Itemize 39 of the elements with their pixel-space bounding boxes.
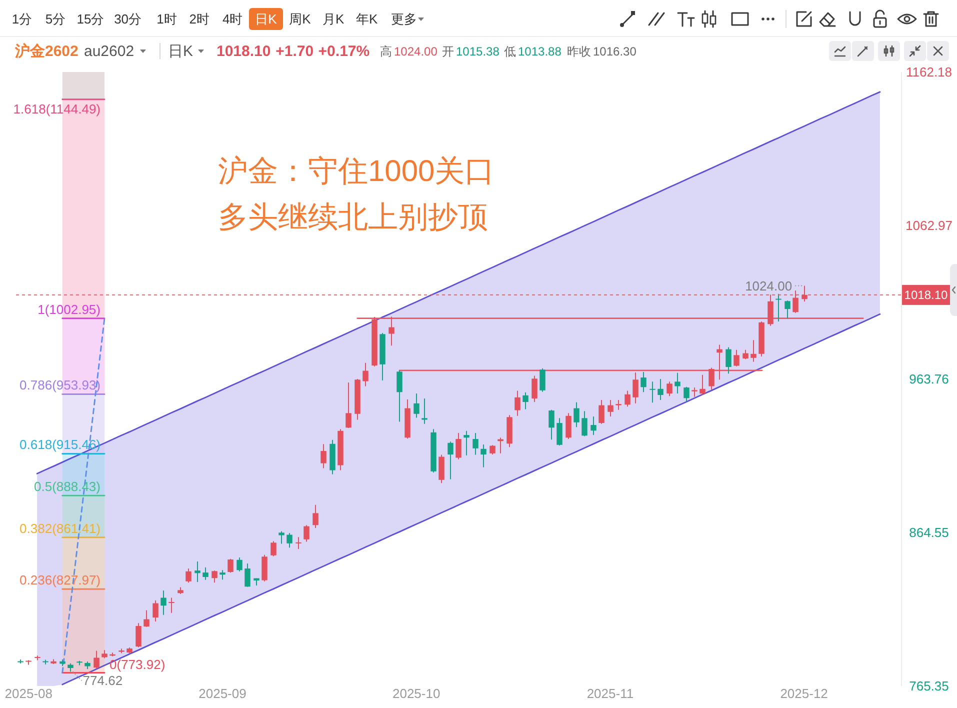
title: 沪金：守住1000关口 xyxy=(218,155,495,188)
header-item: 1015.38 xyxy=(456,44,500,58)
toolbar-item: 更多 xyxy=(391,12,417,26)
x-tick-label: 2025-12 xyxy=(780,686,828,701)
toolbar-item: 日K xyxy=(255,12,277,26)
ref-line-label: 1018.10 xyxy=(904,288,948,302)
header-item: 日K xyxy=(168,43,194,60)
subtitle: 多头继续北上别抄顶 xyxy=(218,201,488,234)
x-tick-label: 2025-09 xyxy=(198,686,246,701)
header-item: +0.17% xyxy=(318,43,370,60)
toolbar-item: 5分 xyxy=(45,12,66,26)
header-item: 1016.30 xyxy=(593,44,636,58)
x-tick-label: 2025-10 xyxy=(392,686,440,701)
toolbar-item: 1时 xyxy=(156,12,177,26)
y-tick-label: 1062.97 xyxy=(906,218,952,233)
header-item: 低 xyxy=(504,44,516,58)
header-item: 开 xyxy=(442,44,454,58)
toolbar-item: 月K xyxy=(322,12,344,26)
header-item: +1.70 xyxy=(276,43,314,60)
y-tick-label: 1162.18 xyxy=(906,64,952,80)
header-item: 1018.10 xyxy=(216,43,271,60)
toolbar-item: 30分 xyxy=(114,12,142,26)
header-item: au2602 xyxy=(84,43,134,60)
header-item: 沪金2602 xyxy=(15,43,78,60)
y-tick-label: 864.55 xyxy=(909,525,949,540)
y-tick-label: 765.35 xyxy=(909,678,949,694)
toolbar-item: 周K xyxy=(289,12,311,26)
y-tick-label: 963.76 xyxy=(909,372,949,386)
toolbar-item: 年K xyxy=(356,12,378,26)
toolbar-item: 1分 xyxy=(12,12,32,26)
toolbar-item: 2时 xyxy=(189,12,210,26)
toolbar-item: 4时 xyxy=(222,12,243,26)
header-item: 1013.88 xyxy=(518,44,562,58)
header-item: 高 xyxy=(380,44,392,58)
x-tick-label: 2025-11 xyxy=(586,686,634,701)
x-tick-label: 2025-08 xyxy=(4,686,52,701)
header-item: 昨收 xyxy=(567,44,591,58)
toolbar-item: 15分 xyxy=(76,12,104,26)
header-item: 1024.00 xyxy=(394,44,438,58)
